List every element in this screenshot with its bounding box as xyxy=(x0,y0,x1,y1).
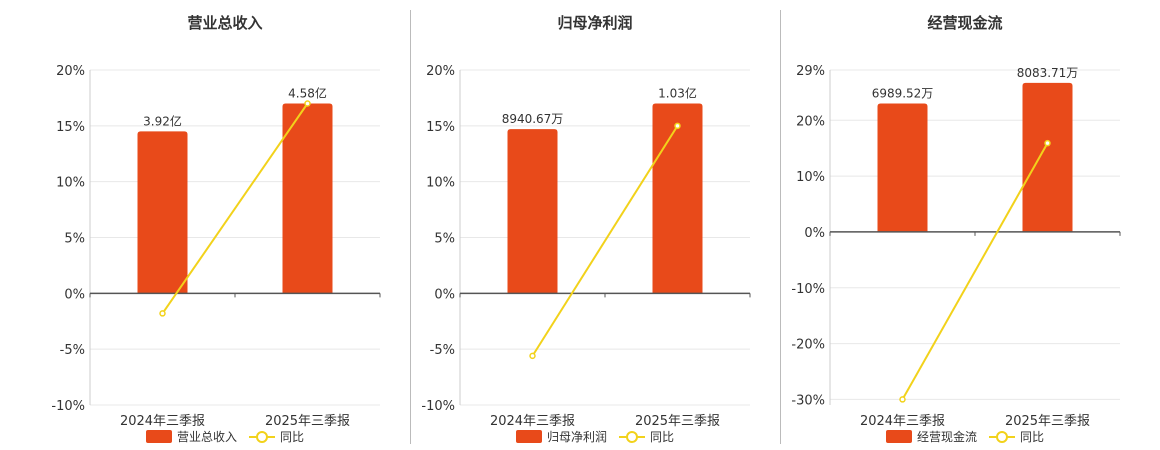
bar xyxy=(1022,82,1073,232)
bar-value-label: 4.58亿 xyxy=(288,86,327,101)
legend-item-line[interactable]: 同比 xyxy=(989,428,1044,445)
legend-item-bar[interactable]: 经营现金流 xyxy=(885,428,977,445)
x-tick-label: 2024年三季报 xyxy=(860,414,945,429)
y-tick-label: -10% xyxy=(421,399,455,414)
legend-item-bar[interactable]: 营业总收入 xyxy=(145,428,237,445)
y-tick-label: 0% xyxy=(64,287,85,302)
legend-line-swatch xyxy=(989,430,1015,443)
y-tick-label: -20% xyxy=(791,338,825,353)
y-tick-label: 10% xyxy=(56,176,85,191)
legend-line-swatch xyxy=(619,430,645,443)
bar xyxy=(282,103,333,294)
x-tick-label: 2024年三季报 xyxy=(490,414,575,429)
y-tick-label: 20% xyxy=(796,114,825,129)
yoy-line xyxy=(901,142,1049,400)
y-tick-label: 15% xyxy=(426,120,455,135)
legend-label: 归母净利润 xyxy=(546,430,607,444)
chart-svg-net-profit: 20% 15% 10% 5% 0% -5% -10% 8940.67万 1.03亿 2024年三季… xyxy=(421,64,751,429)
y-tick-label: -5% xyxy=(430,343,455,358)
y-tick-label: 0% xyxy=(434,287,455,302)
yoy-line xyxy=(161,102,309,315)
bar-value-label: 8940.67万 xyxy=(502,112,564,126)
x-tick-label: 2025年三季报 xyxy=(265,414,350,429)
yoy-line xyxy=(531,125,679,357)
legend-label: 营业总收入 xyxy=(176,430,237,444)
legend-bar-swatch xyxy=(145,430,172,443)
legend-label: 同比 xyxy=(650,430,675,444)
chart-title: 经营现金流 xyxy=(927,14,1003,32)
yoy-point xyxy=(674,122,681,130)
bar-value-label: 3.92亿 xyxy=(143,113,182,128)
x-tick-label: 2025年三季报 xyxy=(1005,414,1090,429)
legend-item-line[interactable]: 同比 xyxy=(619,428,674,445)
legend-item-bar[interactable]: 归母净利润 xyxy=(515,428,607,445)
y-tick-label: 10% xyxy=(796,170,825,185)
x-tick-label: 2025年三季报 xyxy=(635,414,720,429)
chart-svg-cashflow: 29% 20% 10% 0% -10% -20% -30% 6989.52万 8083.71万 2… xyxy=(791,64,1121,429)
chart-legend: 营业总收入 同比 xyxy=(40,428,410,445)
legend-line-swatch xyxy=(249,430,275,443)
yoy-point xyxy=(1044,139,1051,147)
y-tick-label: -10% xyxy=(51,399,85,414)
y-tick-label: 5% xyxy=(434,232,455,247)
legend-bar-swatch xyxy=(515,430,542,443)
chart-panel-cashflow: 经营现金流 29% 20% 10% 0% -10% -20% -30% 6989.52万 808… xyxy=(780,0,1150,450)
yoy-point xyxy=(529,352,536,360)
y-tick-label: 5% xyxy=(64,232,85,247)
bar xyxy=(137,131,188,294)
y-tick-label: 0% xyxy=(804,226,825,241)
y-tick-label: 15% xyxy=(56,120,85,135)
bar xyxy=(507,129,558,294)
bar-value-label: 8083.71万 xyxy=(1017,66,1079,80)
chart-svg-revenue: 20% 15% 10% 5% 0% -5% -10% 3.92亿 4.58亿 2024年三季报 20… xyxy=(51,64,381,429)
y-tick-label: -30% xyxy=(791,393,825,408)
y-tick-label: 20% xyxy=(426,64,455,79)
chart-legend: 归母净利润 同比 xyxy=(410,428,780,445)
x-tick-label: 2024年三季报 xyxy=(120,414,205,429)
bar xyxy=(652,103,703,294)
y-tick-label: 10% xyxy=(426,176,455,191)
y-tick-label: -10% xyxy=(791,282,825,297)
legend-bar-swatch xyxy=(885,430,912,443)
panel-divider xyxy=(410,10,411,444)
chart-panel-revenue: 营业总收入 20% 15% 10% 5% 0% -5% -10% 3.92亿 4.58亿 2024… xyxy=(40,0,410,450)
chart-title: 归母净利润 xyxy=(557,14,633,32)
panel-divider xyxy=(780,10,781,444)
chart-title: 营业总收入 xyxy=(187,14,263,32)
y-tick-label: 20% xyxy=(56,64,85,79)
yoy-point xyxy=(159,310,166,317)
yoy-point xyxy=(304,100,311,107)
chart-legend: 经营现金流 同比 xyxy=(780,428,1150,445)
yoy-point xyxy=(899,396,906,403)
bar-value-label: 1.03亿 xyxy=(658,86,697,101)
legend-item-line[interactable]: 同比 xyxy=(249,428,304,445)
chart-panel-net-profit: 归母净利润 20% 15% 10% 5% 0% -5% -10% 8940.67万 1.03亿 2… xyxy=(410,0,780,450)
y-tick-label: 29% xyxy=(796,64,825,79)
legend-label: 经营现金流 xyxy=(916,430,977,444)
legend-label: 同比 xyxy=(1020,430,1045,444)
y-tick-label: -5% xyxy=(60,343,85,358)
bar-value-label: 6989.52万 xyxy=(872,87,934,101)
bar xyxy=(877,103,928,232)
legend-label: 同比 xyxy=(280,430,305,444)
